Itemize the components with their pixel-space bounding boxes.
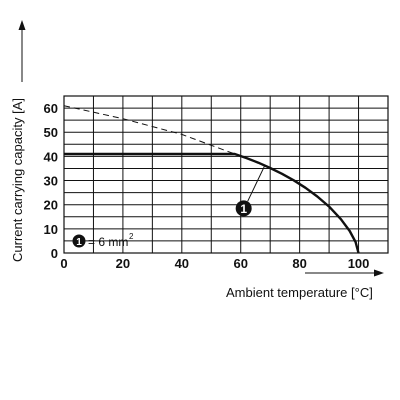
x-axis-arrow xyxy=(305,269,384,277)
legend-marker xyxy=(72,234,86,248)
plot-frame xyxy=(63,95,389,254)
y-axis-arrow xyxy=(18,20,26,82)
y-tick-label: 40 xyxy=(44,149,58,164)
legend: 1 = 6 mm 2 xyxy=(72,232,134,249)
x-tick-label: 20 xyxy=(116,256,130,271)
legend-marker-label: 1 xyxy=(76,237,82,248)
y-tick-label: 0 xyxy=(51,246,58,261)
annotation-leader-line xyxy=(247,166,265,202)
legend-superscript: 2 xyxy=(129,232,134,241)
annotation-marker-label: 1 xyxy=(240,202,247,216)
x-tick-label: 0 xyxy=(60,256,67,271)
x-tick-label: 80 xyxy=(292,256,306,271)
y-tick-label: 60 xyxy=(44,101,58,116)
series-line-dashed xyxy=(63,105,235,155)
series xyxy=(63,105,360,254)
y-tick-labels: 0 10 20 30 40 50 60 xyxy=(44,101,58,261)
grid xyxy=(64,96,388,253)
x-tick-labels: 0 20 40 60 80 100 xyxy=(60,256,369,271)
annotation: 1 xyxy=(235,166,265,217)
x-axis-title: Ambient temperature [°C] xyxy=(226,285,373,300)
x-tick-label: 40 xyxy=(175,256,189,271)
y-tick-label: 20 xyxy=(44,198,58,213)
y-axis-title: Current carrying capacity [A] xyxy=(10,98,25,262)
y-tick-label: 10 xyxy=(44,222,58,237)
series-line-1 xyxy=(64,152,360,254)
x-tick-label: 60 xyxy=(233,256,247,271)
x-tick-label: 100 xyxy=(348,256,370,271)
y-tick-label: 30 xyxy=(44,174,58,189)
annotation-marker xyxy=(235,200,252,217)
y-tick-label: 50 xyxy=(44,125,58,140)
legend-text: = 6 mm xyxy=(88,235,128,249)
